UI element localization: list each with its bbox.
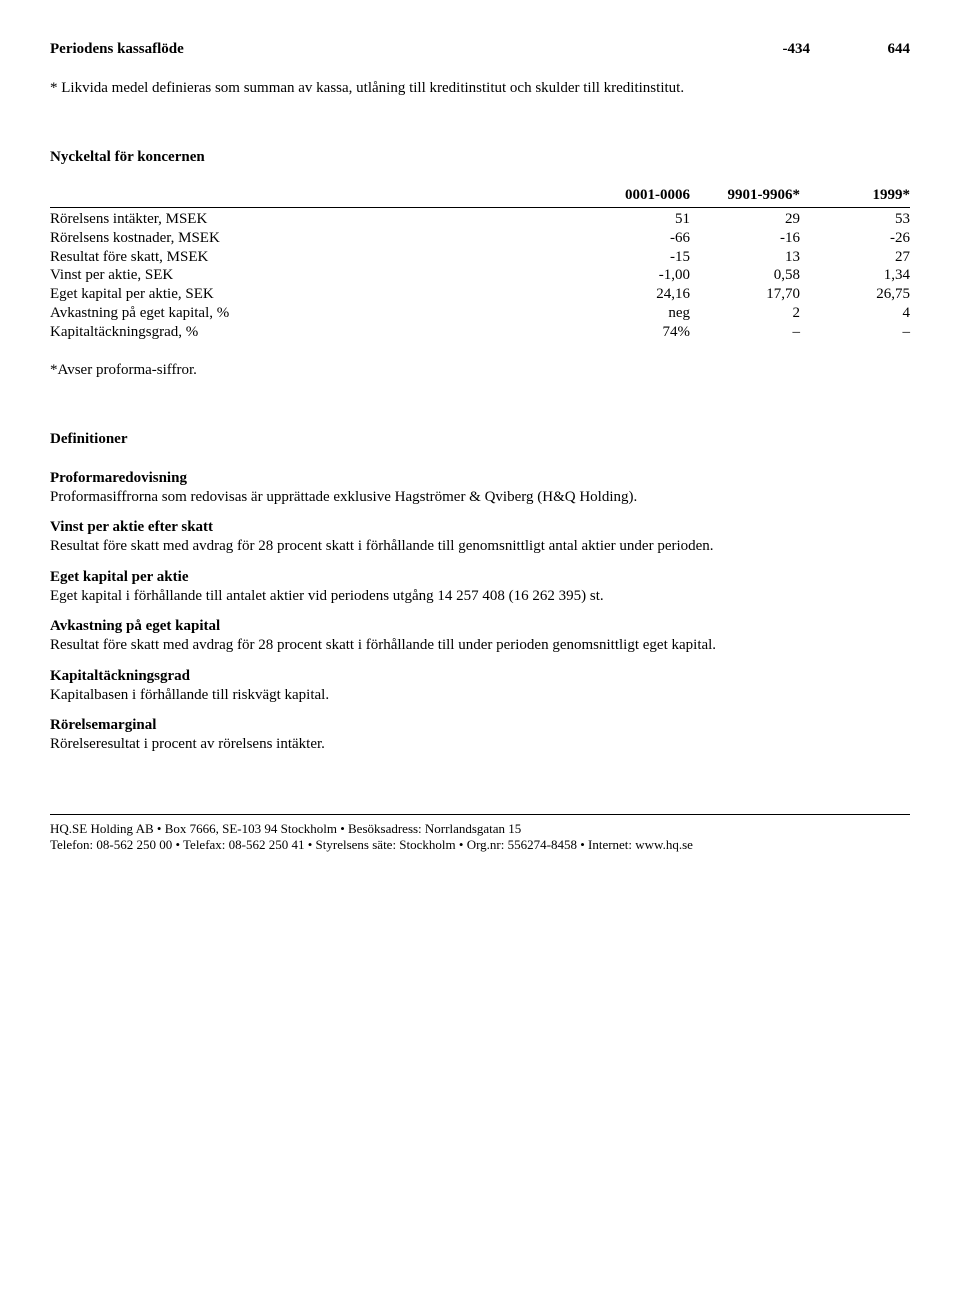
- nyck-v1: 74%: [580, 323, 690, 342]
- def-title: Eget kapital per aktie: [50, 568, 910, 587]
- nyck-v2: 29: [690, 210, 800, 229]
- def-title: Kapitaltäckningsgrad: [50, 667, 910, 686]
- nyckeltal-col1: 0001-0006: [580, 186, 690, 205]
- nyck-label: Eget kapital per aktie, SEK: [50, 285, 580, 304]
- def-vinst-per-aktie: Vinst per aktie efter skatt Resultat för…: [50, 518, 910, 556]
- def-avkastning: Avkastning på eget kapital Resultat före…: [50, 617, 910, 655]
- nyck-row-4: Eget kapital per aktie, SEK 24,16 17,70 …: [50, 285, 910, 304]
- nyck-v2: 13: [690, 248, 800, 267]
- footer-line1: HQ.SE Holding AB • Box 7666, SE-103 94 S…: [50, 821, 910, 837]
- nyck-v1: -66: [580, 229, 690, 248]
- def-body: Proformasiffrorna som redovisas är upprä…: [50, 488, 910, 507]
- nyck-row-5: Avkastning på eget kapital, % neg 2 4: [50, 304, 910, 323]
- footer-line2: Telefon: 08-562 250 00 • Telefax: 08-562…: [50, 837, 910, 853]
- nyck-v3: 26,75: [800, 285, 910, 304]
- def-proformaredovisning: Proformaredovisning Proformasiffrorna so…: [50, 469, 910, 507]
- periodens-kassaflode-v1: -434: [710, 40, 810, 59]
- nyckeltal-divider: [50, 207, 910, 208]
- nyck-v3: 4: [800, 304, 910, 323]
- nyck-label: Resultat före skatt, MSEK: [50, 248, 580, 267]
- nyck-v3: 1,34: [800, 266, 910, 285]
- nyck-v1: 51: [580, 210, 690, 229]
- nyck-label: Rörelsens kostnader, MSEK: [50, 229, 580, 248]
- nyck-v1: -15: [580, 248, 690, 267]
- def-rorelsemarginal: Rörelsemarginal Rörelseresultat i procen…: [50, 716, 910, 754]
- def-body: Resultat före skatt med avdrag för 28 pr…: [50, 537, 910, 556]
- nyck-row-6: Kapitaltäckningsgrad, % 74% – –: [50, 323, 910, 342]
- page-footer: HQ.SE Holding AB • Box 7666, SE-103 94 S…: [50, 814, 910, 854]
- def-body: Kapitalbasen i förhållande till riskvägt…: [50, 686, 910, 705]
- def-body: Rörelseresultat i procent av rörelsens i…: [50, 735, 910, 754]
- nyck-v2: 0,58: [690, 266, 800, 285]
- nyck-v2: 2: [690, 304, 800, 323]
- periodens-kassaflode-v2: 644: [810, 40, 910, 59]
- definitioner-heading: Definitioner: [50, 430, 910, 449]
- nyck-label: Rörelsens intäkter, MSEK: [50, 210, 580, 229]
- periodens-kassaflode-label: Periodens kassaflöde: [50, 40, 710, 59]
- nyck-v1: neg: [580, 304, 690, 323]
- def-title: Rörelsemarginal: [50, 716, 910, 735]
- def-body: Eget kapital i förhållande till antalet …: [50, 587, 910, 606]
- nyck-label: Kapitaltäckningsgrad, %: [50, 323, 580, 342]
- nyck-row-1: Rörelsens kostnader, MSEK -66 -16 -26: [50, 229, 910, 248]
- nyck-label: Avkastning på eget kapital, %: [50, 304, 580, 323]
- nyckeltal-col3: 1999*: [800, 186, 910, 205]
- nyck-v2: 17,70: [690, 285, 800, 304]
- def-eget-kapital-per-aktie: Eget kapital per aktie Eget kapital i fö…: [50, 568, 910, 606]
- nyck-v2: -16: [690, 229, 800, 248]
- nyckeltal-heading: Nyckeltal för koncernen: [50, 148, 910, 167]
- liquid-footnote: * Likvida medel definieras som summan av…: [50, 79, 910, 98]
- nyck-v1: 24,16: [580, 285, 690, 304]
- def-title: Vinst per aktie efter skatt: [50, 518, 910, 537]
- def-title: Avkastning på eget kapital: [50, 617, 910, 636]
- nyck-v3: 53: [800, 210, 910, 229]
- def-kapitaltackningsgrad: Kapitaltäckningsgrad Kapitalbasen i förh…: [50, 667, 910, 705]
- nyck-row-3: Vinst per aktie, SEK -1,00 0,58 1,34: [50, 266, 910, 285]
- avser-proforma-note: *Avser proforma-siffror.: [50, 361, 910, 380]
- nyck-row-2: Resultat före skatt, MSEK -15 13 27: [50, 248, 910, 267]
- nyck-v3: –: [800, 323, 910, 342]
- nyck-v3: 27: [800, 248, 910, 267]
- nyckeltal-header-row: 0001-0006 9901-9906* 1999*: [50, 186, 910, 205]
- nyck-v3: -26: [800, 229, 910, 248]
- periodens-kassaflode-row: Periodens kassaflöde -434 644: [50, 40, 910, 59]
- nyck-row-0: Rörelsens intäkter, MSEK 51 29 53: [50, 210, 910, 229]
- def-body: Resultat före skatt med avdrag för 28 pr…: [50, 636, 910, 655]
- def-title: Proformaredovisning: [50, 469, 910, 488]
- nyck-label: Vinst per aktie, SEK: [50, 266, 580, 285]
- nyckeltal-col2: 9901-9906*: [690, 186, 800, 205]
- nyck-v2: –: [690, 323, 800, 342]
- nyck-v1: -1,00: [580, 266, 690, 285]
